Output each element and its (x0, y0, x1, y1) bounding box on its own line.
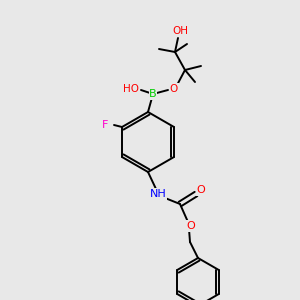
Text: O: O (170, 84, 178, 94)
Text: O: O (196, 185, 206, 195)
Text: O: O (187, 221, 195, 231)
Text: OH: OH (172, 26, 188, 36)
Text: B: B (149, 89, 157, 99)
Text: F: F (102, 120, 108, 130)
Text: NH: NH (150, 189, 166, 199)
Text: HO: HO (123, 84, 139, 94)
